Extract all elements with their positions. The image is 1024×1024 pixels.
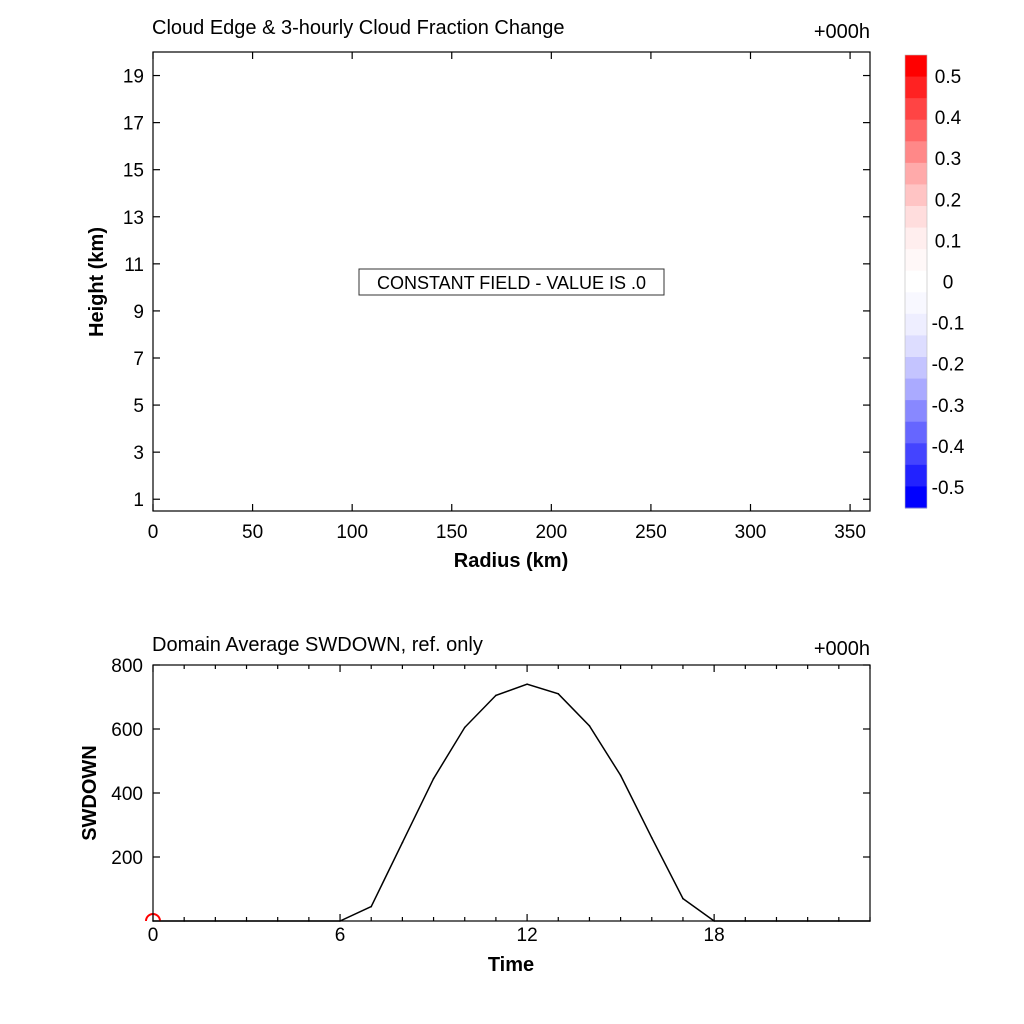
x-axis-label: Radius (km) — [454, 550, 568, 572]
swdown-point — [432, 777, 435, 780]
colorbar-label: -0.3 — [932, 396, 965, 417]
colorbar-swatch — [905, 421, 927, 444]
x-tick-label: 18 — [704, 925, 725, 946]
y-axis-label: SWDOWN — [79, 745, 101, 841]
y-tick-labels: 200 400 600 800 — [111, 656, 143, 869]
annotation-box — [358, 268, 665, 296]
colorbar-swatch — [905, 313, 927, 336]
colorbar-frame — [904, 54, 928, 509]
x-tick-label: 100 — [336, 522, 368, 543]
y-tick-label: 200 — [111, 848, 143, 869]
colorbar-swatch — [905, 486, 927, 509]
plot-area — [153, 665, 870, 921]
time-label: +000h — [814, 21, 870, 43]
colorbar-label: -0.5 — [932, 478, 965, 499]
colorbar — [904, 54, 928, 509]
colorbar-swatch — [905, 76, 927, 99]
colorbar-label: 0.3 — [935, 149, 961, 170]
x-axis-label: Time — [488, 954, 534, 976]
colorbar-label: 0.1 — [935, 231, 961, 252]
axis-ticks — [152, 52, 870, 511]
x-tick-label: 300 — [735, 522, 767, 543]
x-tick-label: 0 — [148, 925, 159, 946]
colorbar-label: 0.2 — [935, 190, 961, 211]
x-tick-label: 50 — [242, 522, 263, 543]
x-tick-label: 350 — [834, 522, 866, 543]
swdown-point — [682, 897, 684, 900]
swdown-point — [495, 694, 497, 697]
plot-frame — [152, 664, 871, 922]
colorbar-swatch — [905, 55, 927, 78]
x-tick-label: 0 — [148, 522, 159, 543]
colorbar-swatch — [905, 292, 927, 315]
colorbar-swatch — [905, 400, 927, 423]
colorbar-labels: 0.5 0.4 0.3 0.2 0.1 0 -0.1 -0.2 -0.3 -0.4 -0.5 — [932, 67, 965, 499]
y-tick-label: 11 — [124, 255, 144, 276]
colorbar-label: 0 — [943, 273, 954, 294]
colorbar-swatch — [905, 119, 927, 142]
swdown-point — [526, 683, 528, 685]
colorbar-swatch — [905, 464, 927, 487]
colorbar-swatch — [905, 206, 927, 229]
x-tick-label: 150 — [436, 522, 468, 543]
colorbar-swatch — [905, 227, 927, 250]
chart-title: Domain Average SWDOWN, ref. only — [152, 634, 483, 656]
colorbar-label: -0.2 — [932, 355, 965, 376]
x-tick-label: 12 — [517, 925, 538, 946]
colorbar-swatch — [905, 443, 927, 466]
y-axis-label: Height (km) — [86, 227, 108, 337]
y-tick-label: 17 — [123, 114, 144, 135]
y-tick-label: 1 — [133, 490, 144, 511]
plot-frame — [152, 51, 871, 512]
swdown-point — [463, 726, 466, 729]
cloud-fraction-panel: Cloud Edge & 3-hourly Cloud Fraction Cha… — [86, 17, 965, 572]
constant-field-annotation: CONSTANT FIELD - VALUE IS .0 — [377, 273, 646, 293]
colorbar-swatch — [905, 98, 927, 121]
colorbar-swatch — [905, 162, 927, 185]
swdown-point — [619, 774, 622, 777]
chart-title: Cloud Edge & 3-hourly Cloud Fraction Cha… — [152, 17, 564, 39]
y-tick-label: 19 — [123, 67, 144, 88]
time-label: +000h — [814, 638, 870, 660]
x-tick-labels: 0 50 100 150 200 250 300 350 — [148, 522, 866, 543]
colorbar-swatch — [905, 378, 927, 401]
colorbar-swatch — [905, 249, 927, 272]
x-tick-label: 200 — [535, 522, 567, 543]
swdown-point — [588, 725, 591, 727]
colorbar-swatch — [905, 141, 927, 164]
colorbar-swatch — [905, 270, 927, 293]
y-tick-label: 5 — [133, 396, 144, 417]
x-tick-labels: 0 6 12 18 — [148, 925, 725, 946]
y-tick-label: 9 — [133, 302, 144, 323]
colorbar-label: -0.1 — [932, 314, 965, 335]
swdown-panel: Domain Average SWDOWN, ref. only +000h 0… — [79, 634, 871, 976]
colorbar-label: -0.4 — [932, 437, 965, 458]
swdown-point — [370, 905, 373, 908]
x-tick-label: 6 — [335, 925, 346, 946]
y-tick-label: 7 — [133, 349, 144, 370]
y-tick-label: 600 — [111, 720, 143, 741]
swdown-point — [557, 693, 560, 695]
x-tick-label: 250 — [635, 522, 667, 543]
y-tick-label: 13 — [123, 208, 144, 229]
colorbar-swatch — [905, 184, 927, 207]
y-tick-label: 15 — [123, 161, 144, 182]
y-tick-label: 3 — [133, 443, 144, 464]
colorbar-label: 0.5 — [935, 67, 961, 88]
y-tick-label: 400 — [111, 784, 143, 805]
colorbar-swatch — [905, 357, 927, 380]
colorbar-swatch — [905, 335, 927, 358]
swdown-point — [650, 837, 653, 839]
swdown-point — [401, 841, 404, 844]
y-tick-label: 800 — [111, 656, 143, 677]
colorbar-label: 0.4 — [935, 108, 962, 129]
